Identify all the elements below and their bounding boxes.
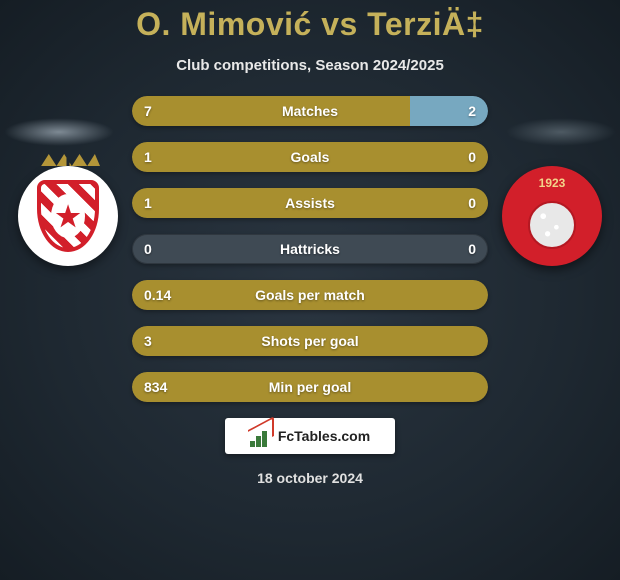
stat-label: Shots per goal [132,326,488,356]
stat-label: Min per goal [132,372,488,402]
stat-label: Matches [132,96,488,126]
stat-row: 72Matches [132,96,488,126]
crest-year: 1923 [502,176,602,190]
team-crest-left: ★ [18,166,118,266]
stat-row: 0.14Goals per match [132,280,488,310]
stat-row: 834Min per goal [132,372,488,402]
branding-text: FcTables.com [278,428,370,444]
football-icon [528,201,576,249]
team-crest-right: 1923 [502,166,602,266]
stat-label: Assists [132,188,488,218]
stat-row: 10Assists [132,188,488,218]
fctables-logo-icon [250,425,272,447]
stat-row: 3Shots per goal [132,326,488,356]
snapshot-date: 18 october 2024 [0,470,620,486]
star-icon: ★ [41,184,95,248]
stat-bars: 72Matches 10Goals 10Assists 00Hattricks 0.14… [132,96,488,402]
branding-badge: FcTables.com [225,418,395,454]
shadow-left [4,118,114,146]
subtitle: Club competitions, Season 2024/2025 [0,57,620,74]
comparison-stage: ★ 1923 72Matches 10Goals 10Assists 00Hattri… [0,96,620,402]
stat-label: Hattricks [132,234,488,264]
page-title: O. Mimović vs TerziÄ‡ [0,0,620,43]
stat-label: Goals [132,142,488,172]
shield-icon: ★ [37,180,99,252]
stat-row: 10Goals [132,142,488,172]
shadow-right [506,118,616,146]
stat-row: 00Hattricks [132,234,488,264]
stat-label: Goals per match [132,280,488,310]
